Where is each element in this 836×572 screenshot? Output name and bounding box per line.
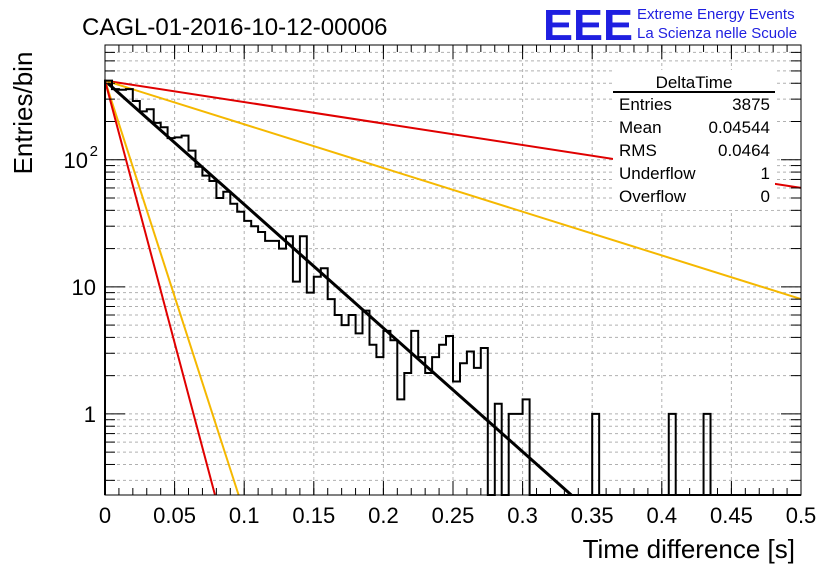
x-tick-label: 0.15 xyxy=(292,503,335,528)
histogram-bin xyxy=(591,412,601,495)
x-tick-label: 0.1 xyxy=(229,503,260,528)
axis-ticks: 0 0.05 0.1 0.15 0.2 0.25 0.3 0.35 0.4 0.45 0.51101… xyxy=(64,44,817,528)
y-tick-label: 10 xyxy=(72,275,96,300)
x-tick-label: 0 xyxy=(99,503,111,528)
y-tick-label: 1 xyxy=(84,402,96,427)
y-tick-label: 10 xyxy=(64,148,88,173)
stats-label: RMS xyxy=(619,141,657,160)
stats-value: 0.04544 xyxy=(709,118,770,137)
histogram-bin xyxy=(702,412,712,495)
chart-title: CAGL-01-2016-10-12-00006 xyxy=(82,14,388,41)
x-tick-label: 0.5 xyxy=(786,503,817,528)
x-tick-label: 0.2 xyxy=(368,503,399,528)
y-axis-label: Entries/bin xyxy=(8,52,38,175)
stats-box: DeltaTime Entries 3875 Mean 0.04544 RMS 0.046… xyxy=(613,70,775,210)
eee-logo: EEE xyxy=(543,1,633,50)
x-tick-label: 0.4 xyxy=(647,503,678,528)
curve-line-3 xyxy=(104,79,802,301)
stats-label: Mean xyxy=(619,118,662,137)
stats-title: DeltaTime xyxy=(656,73,733,92)
stats-value: 0.0464 xyxy=(718,141,770,160)
histogram-bin xyxy=(667,412,677,495)
x-tick-label: 0.45 xyxy=(710,503,753,528)
curve-line-4 xyxy=(104,80,240,496)
x-tick-label: 0.25 xyxy=(432,503,475,528)
x-tick-label: 0.35 xyxy=(571,503,614,528)
stats-label: Overflow xyxy=(619,187,687,206)
stats-label: Underflow xyxy=(619,164,696,183)
x-tick-label: 0.3 xyxy=(507,503,538,528)
logo-line-1: Extreme Energy Events xyxy=(637,6,795,23)
stats-label: Entries xyxy=(619,95,672,114)
curve-line-5 xyxy=(104,80,216,496)
y-tick-exponent: 2 xyxy=(90,143,98,160)
stats-value: 0 xyxy=(761,187,770,206)
x-tick-label: 0.05 xyxy=(153,503,196,528)
stats-value: 1 xyxy=(761,164,770,183)
stats-value: 3875 xyxy=(732,95,770,114)
x-axis-label: Time difference [s] xyxy=(583,534,795,564)
logo-line-2: La Scienza nelle Scuole xyxy=(637,25,797,42)
